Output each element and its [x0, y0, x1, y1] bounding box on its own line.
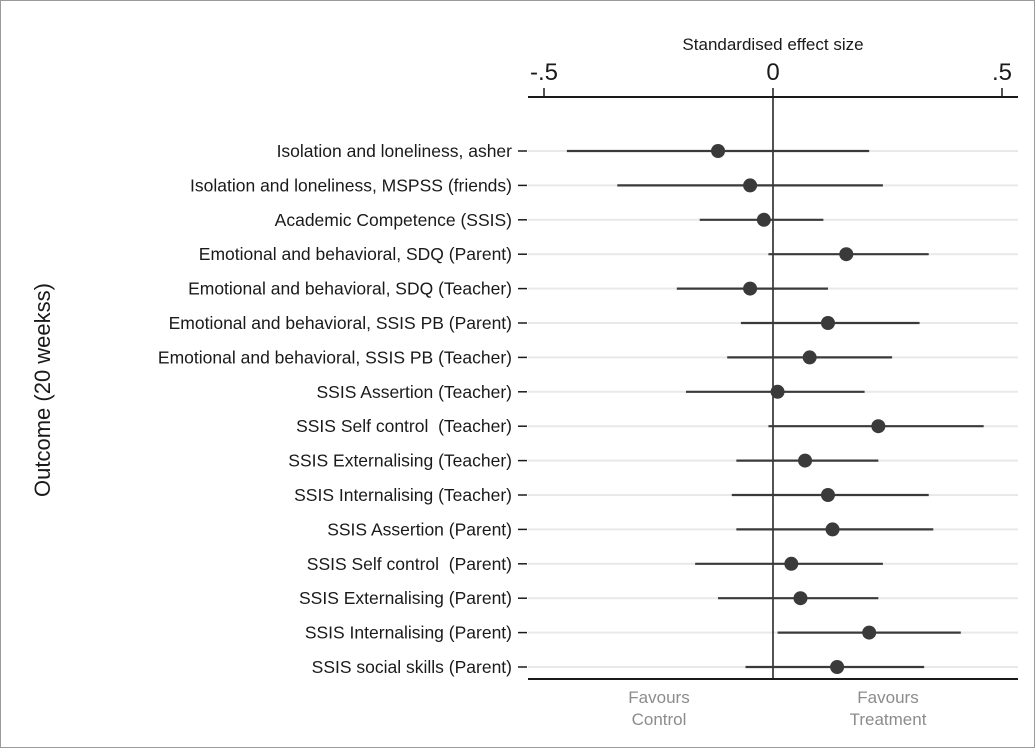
outcome-label: Emotional and behavioral, SDQ (Teacher)	[188, 279, 512, 299]
outcome-label: Academic Competence (SSIS)	[275, 210, 512, 230]
x-tick-label: 0	[766, 59, 779, 86]
outcome-label: Emotional and behavioral, SSIS PB (Teach…	[158, 347, 512, 367]
outcome-label: SSIS Externalising (Teacher)	[288, 451, 512, 471]
outcome-label: Emotional and behavioral, SDQ (Parent)	[199, 244, 512, 264]
effect-estimate-point	[743, 281, 758, 296]
effect-estimate-point	[770, 384, 785, 399]
outcome-label: Emotional and behavioral, SSIS PB (Paren…	[169, 313, 512, 333]
effect-estimate-point	[743, 178, 758, 193]
effect-estimate-point	[839, 247, 854, 262]
effect-estimate-point	[871, 419, 886, 434]
y-axis-title: Outcome (20 weekss)	[30, 283, 55, 497]
x-axis-title: Standardised effect size	[682, 35, 863, 54]
outcome-label: Isolation and loneliness, asher	[277, 141, 513, 161]
favours-treatment-line1: Favours	[857, 688, 918, 707]
favours-control-line1: Favours	[628, 688, 689, 707]
axes: Standardised effect size Outcome (20 wee…	[30, 35, 1018, 729]
effect-estimate-point	[820, 488, 835, 502]
favours-control-line2: Control	[632, 710, 687, 729]
outcome-label: SSIS Self control (Teacher)	[296, 416, 512, 436]
outcome-label: SSIS social skills (Parent)	[312, 657, 512, 677]
effect-estimate-point	[825, 522, 840, 537]
outcome-label: SSIS Self control (Parent)	[307, 554, 512, 574]
x-ticks: -.5 0 .5	[530, 59, 1012, 97]
x-tick-label: .5	[992, 59, 1012, 86]
outcome-label: SSIS Internalising (Parent)	[305, 623, 512, 643]
outcome-label: Isolation and loneliness, MSPSS (friends…	[190, 175, 512, 195]
effect-estimate-point	[711, 144, 726, 158]
outcome-rows: Isolation and loneliness, asher Isolation…	[158, 141, 984, 677]
effect-estimate-point	[862, 625, 877, 640]
favours-treatment-line2: Treatment	[850, 710, 927, 729]
effect-estimate-point	[820, 316, 835, 330]
effect-estimate-point	[793, 591, 808, 606]
x-tick-label: -.5	[530, 59, 558, 86]
effect-estimate-point	[784, 556, 799, 571]
effect-estimate-point	[798, 453, 813, 468]
outcome-label: SSIS Assertion (Teacher)	[317, 382, 513, 402]
effect-estimate-point	[830, 660, 845, 674]
outcome-label: SSIS Assertion (Parent)	[327, 519, 512, 539]
outcome-label: SSIS Internalising (Teacher)	[294, 485, 512, 505]
outcome-label: SSIS Externalising (Parent)	[299, 588, 512, 608]
effect-estimate-point	[802, 350, 817, 365]
effect-estimate-point	[756, 212, 771, 227]
